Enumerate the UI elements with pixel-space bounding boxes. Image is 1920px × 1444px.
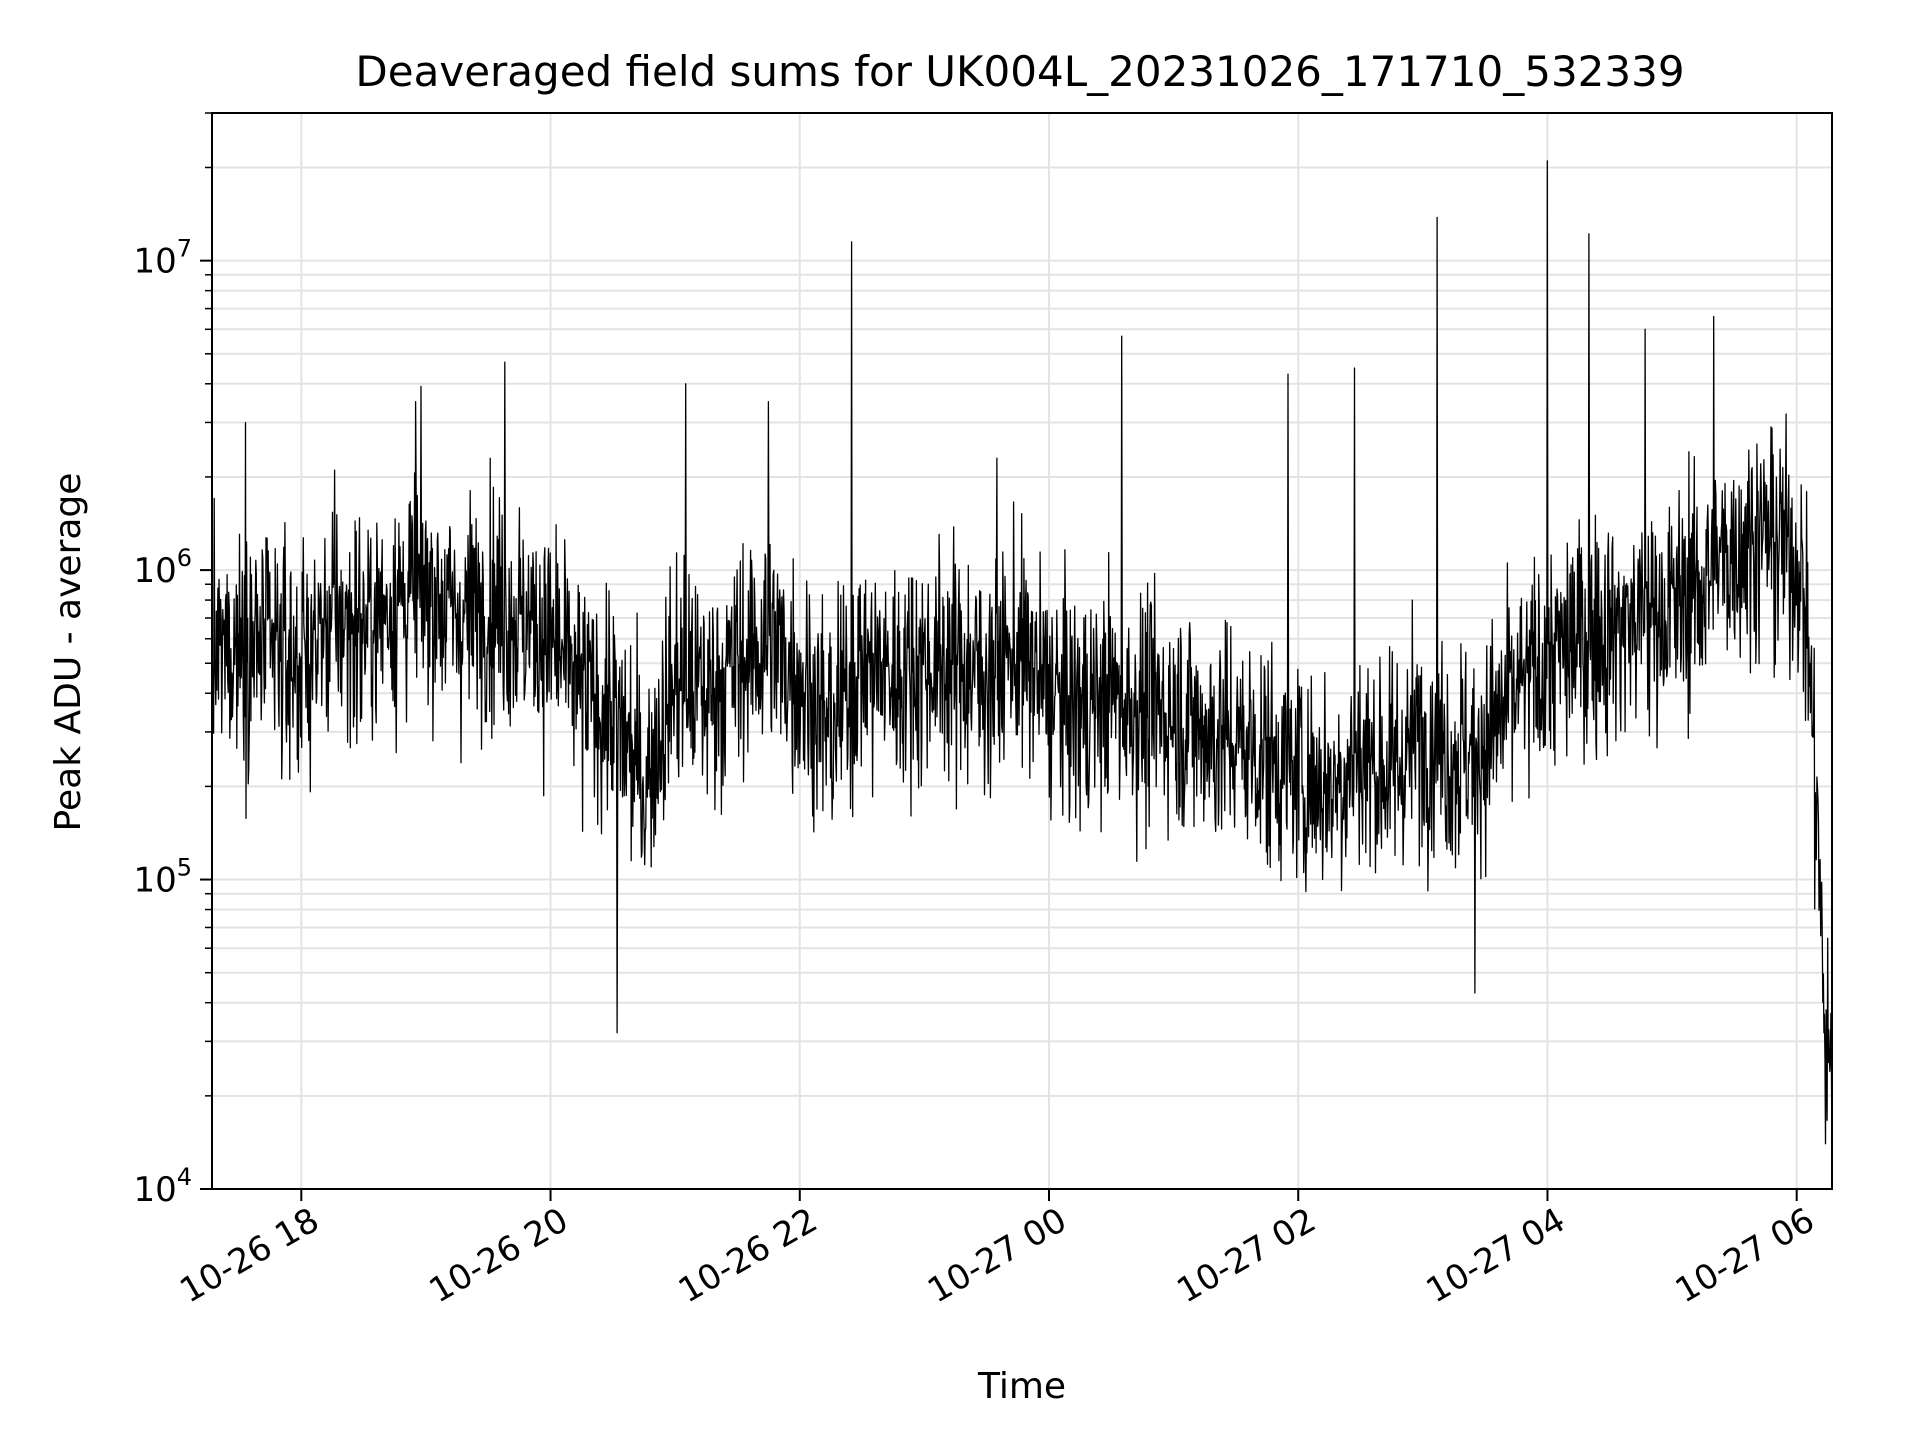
- x-tick-label: 10-26 20: [423, 1200, 575, 1311]
- x-tick-label: 10-26 22: [672, 1200, 824, 1311]
- series-line: [211, 160, 1833, 1165]
- x-tick-label: 10-27 04: [1420, 1200, 1572, 1311]
- chart-title: Deaveraged field sums for UK004L_2023102…: [355, 47, 1684, 96]
- x-tick-label: 10-27 00: [921, 1200, 1073, 1311]
- x-tick-label: 10-26 18: [173, 1200, 325, 1311]
- x-axis: 10-26 18 10-26 20 10-26 22 10-27 00 10-27 02…: [173, 1189, 1821, 1311]
- y-axis: 104 105 106 107: [133, 112, 212, 1210]
- y-tick-label: 107: [133, 235, 192, 282]
- x-tick-label: 10-27 02: [1170, 1200, 1322, 1311]
- y-axis-label: Peak ADU - average: [48, 473, 89, 832]
- plot-area: [211, 160, 1833, 1165]
- x-tick-label: 10-27 06: [1669, 1200, 1821, 1311]
- y-tick-label: 104: [133, 1163, 192, 1210]
- x-axis-label: Time: [977, 1366, 1066, 1407]
- y-tick-label: 106: [133, 544, 192, 591]
- plot-frame: [211, 112, 1833, 1190]
- y-tick-label: 105: [133, 854, 192, 901]
